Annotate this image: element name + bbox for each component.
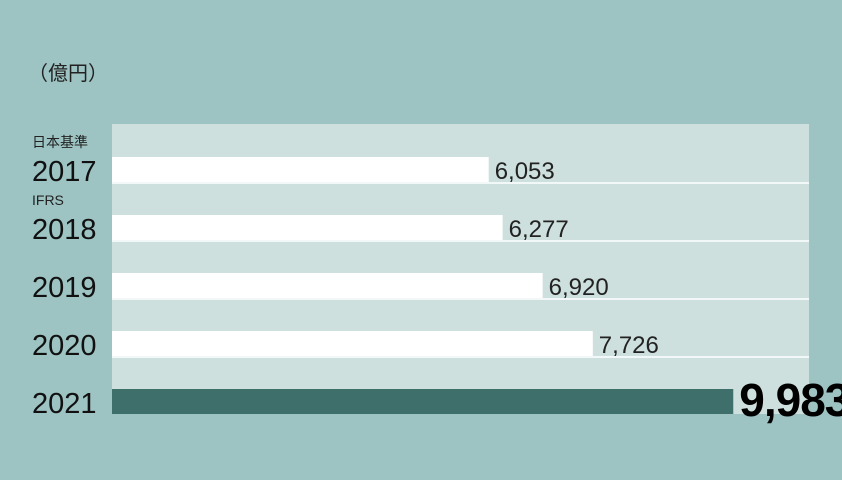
value-label: 6,277	[509, 216, 569, 243]
year-label: 2020	[32, 330, 97, 362]
value-label: 6,920	[549, 274, 609, 301]
bar-2021	[112, 389, 734, 414]
bar-rows: 2017 日本基準 6,053 2018 IFRS 6,277 2019 6,920 2020 7…	[32, 134, 842, 426]
bar-2018	[112, 215, 503, 240]
category-note: IFRS	[32, 192, 64, 208]
bar-2017	[112, 157, 489, 182]
category-note: 日本基準	[32, 134, 88, 150]
year-label: 2019	[32, 272, 97, 304]
value-label-highlight: 9,983	[739, 374, 842, 426]
year-label: 2017	[32, 156, 97, 188]
year-label: 2018	[32, 214, 97, 246]
value-label: 6,053	[495, 158, 555, 185]
bar-2020	[112, 331, 593, 356]
year-label: 2021	[32, 388, 97, 420]
value-label: 7,726	[599, 332, 659, 359]
unit-label: （億円）	[28, 62, 108, 85]
bar-2019	[112, 273, 543, 298]
